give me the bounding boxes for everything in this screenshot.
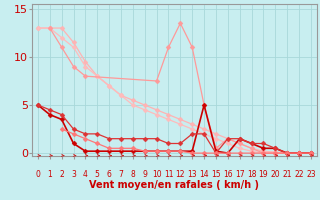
X-axis label: Vent moyen/en rafales ( km/h ): Vent moyen/en rafales ( km/h ): [89, 180, 260, 190]
